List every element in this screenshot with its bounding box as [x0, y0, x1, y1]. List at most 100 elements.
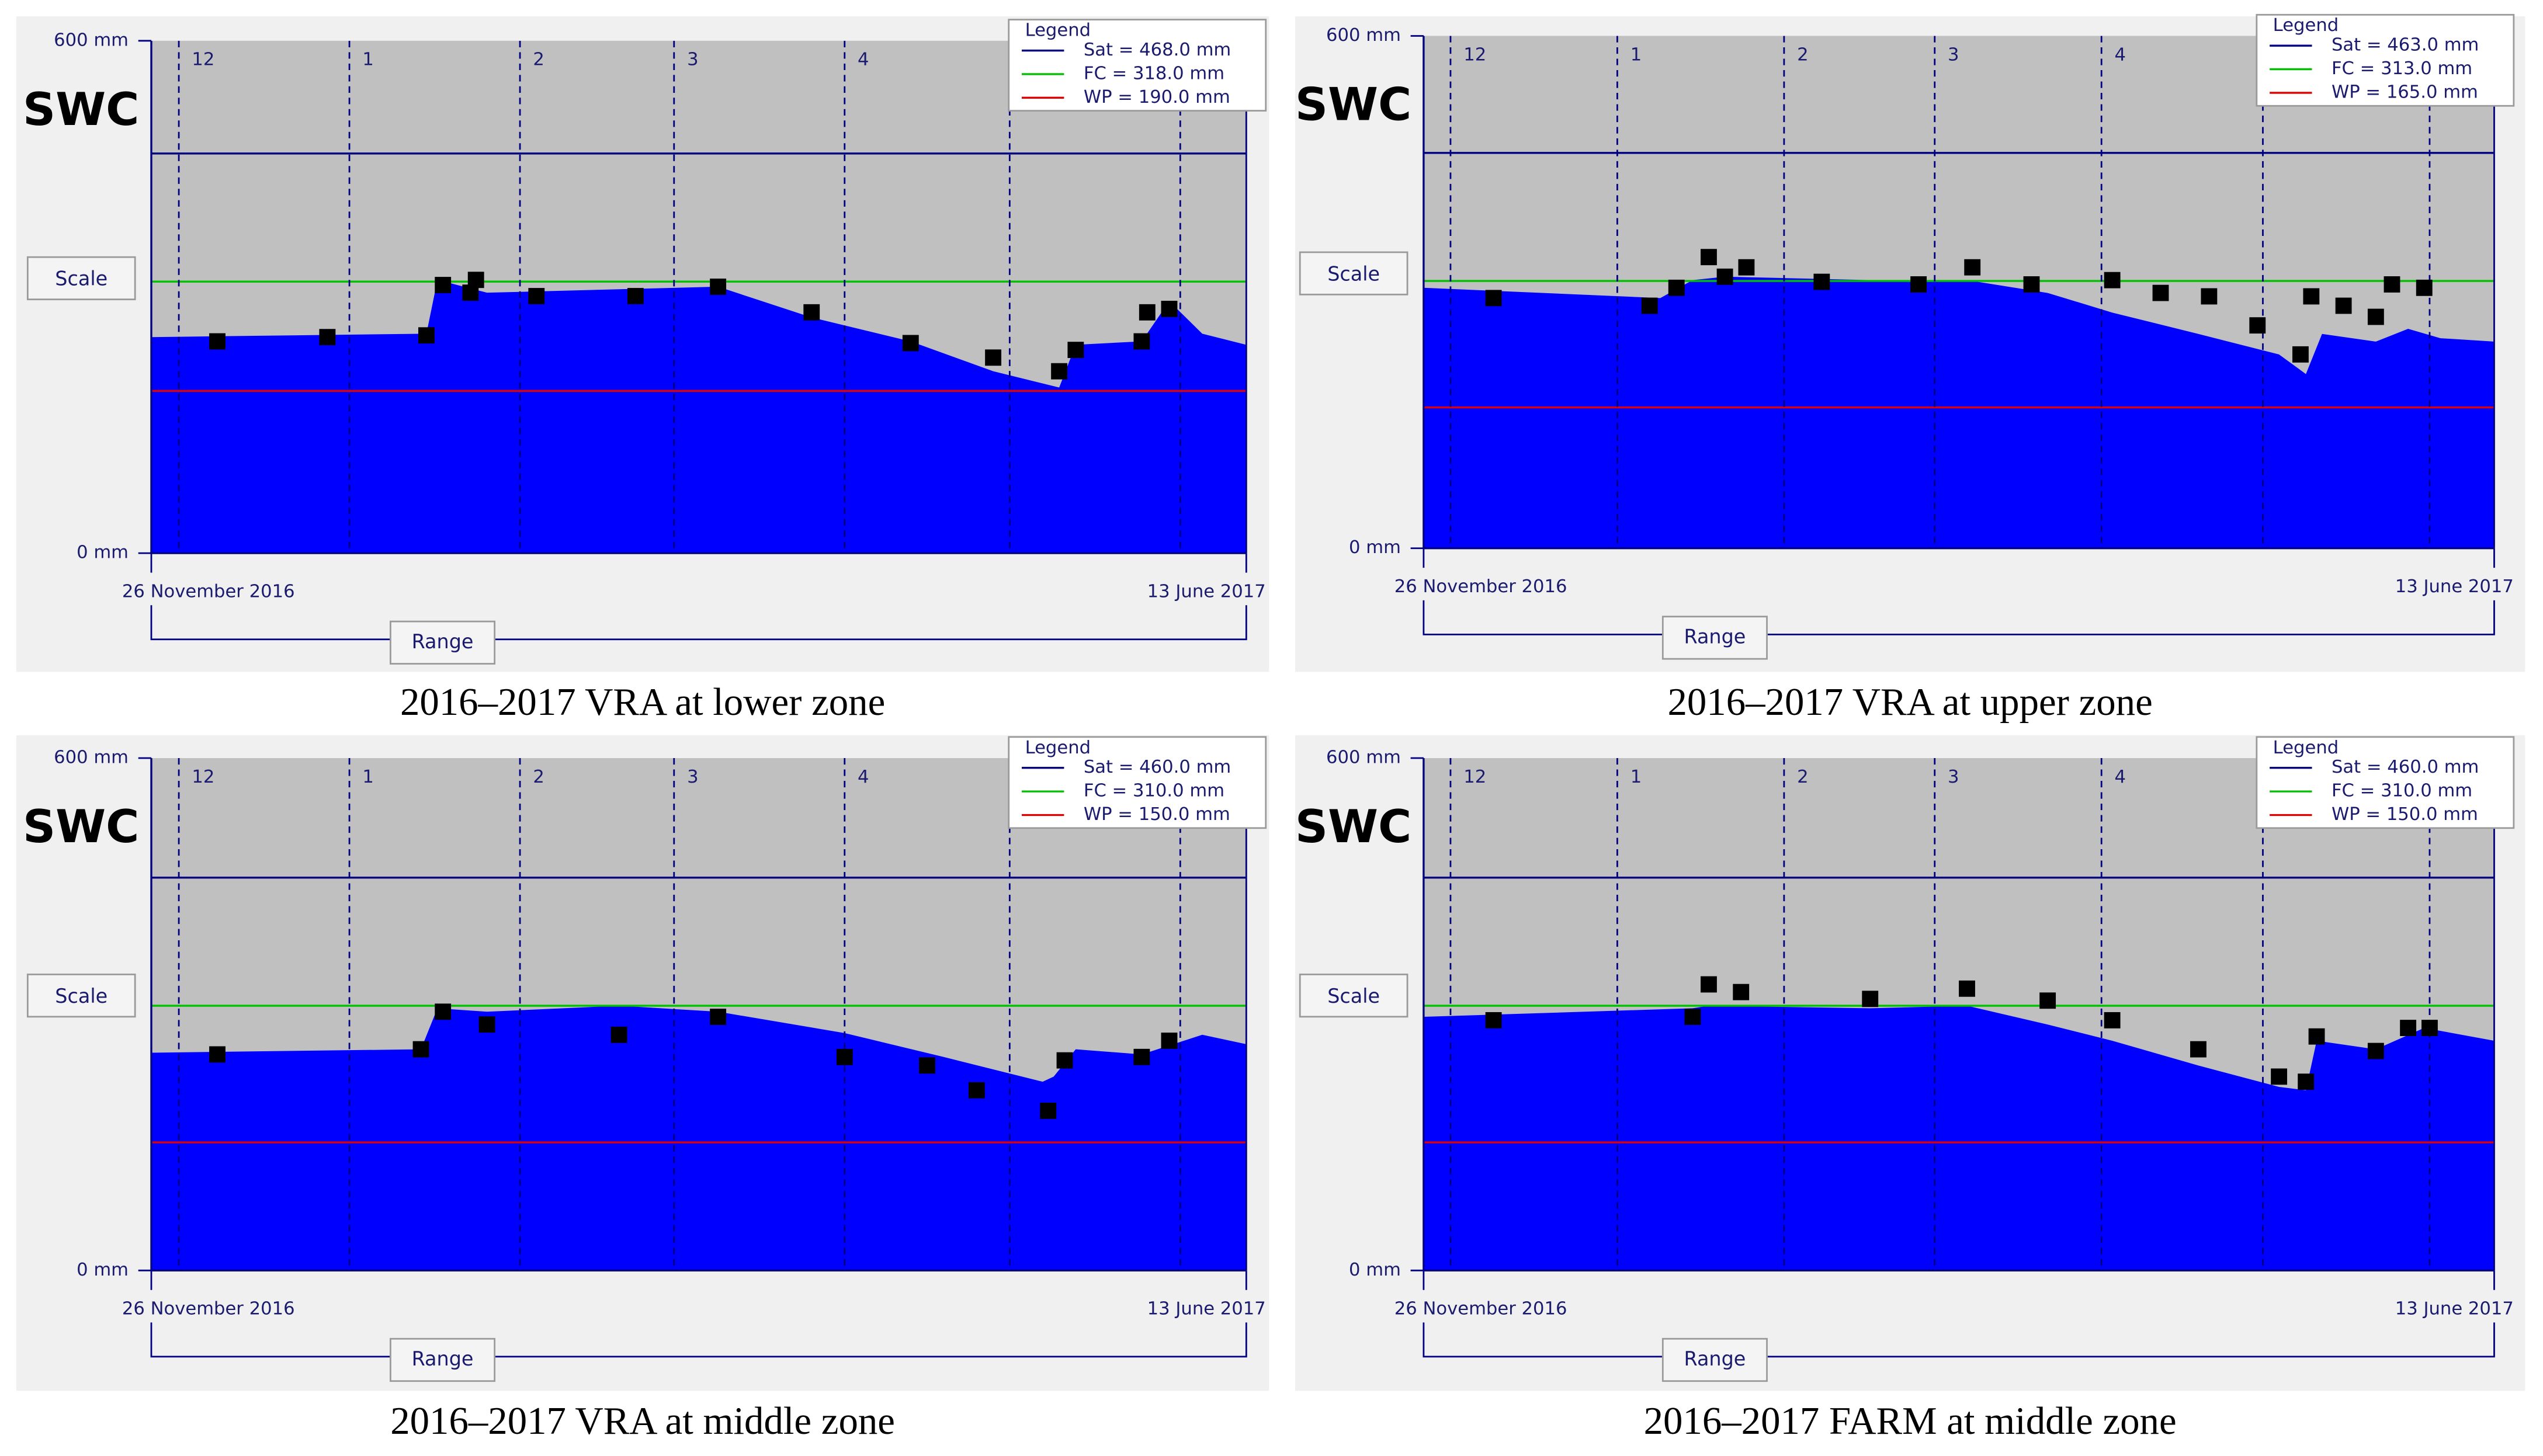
scale-button-label[interactable]: Scale	[55, 267, 107, 290]
y-tick-label: 0 mm	[77, 543, 129, 563]
reading-marker	[2271, 1068, 2288, 1085]
reading-marker	[902, 335, 919, 352]
month-label: 4	[2114, 767, 2125, 787]
reading-marker	[1485, 1012, 1502, 1028]
reading-marker	[710, 1009, 727, 1025]
month-label: 1	[1630, 44, 1642, 65]
month-label: 12	[1463, 767, 1486, 787]
reading-marker	[418, 327, 435, 344]
legend-entry: FC = 313.0 mm	[2332, 58, 2472, 79]
range-bracket	[1423, 600, 2495, 635]
range-button[interactable]	[1661, 1337, 1768, 1382]
reading-marker	[2308, 1028, 2325, 1045]
scale-button[interactable]	[1299, 974, 1408, 1018]
reading-marker	[467, 272, 484, 289]
panel-title: SWC	[1295, 78, 1411, 131]
reading-marker	[435, 1003, 452, 1020]
scale-button-label[interactable]: Scale	[1327, 985, 1380, 1007]
reading-marker	[1813, 273, 1830, 290]
panel-caption: 2016–2017 VRA at middle zone	[390, 1399, 895, 1443]
scale-button-label[interactable]: Scale	[1327, 262, 1380, 285]
reading-marker	[1684, 1009, 1701, 1025]
month-label: 3	[1948, 44, 1959, 65]
reading-marker	[1051, 363, 1068, 380]
reading-marker	[2039, 992, 2056, 1009]
range-button-label[interactable]: Range	[412, 630, 474, 653]
panel-title: SWC	[23, 801, 139, 853]
month-label: 2	[1797, 767, 1808, 787]
range-button[interactable]	[1661, 616, 1768, 660]
swc-area	[1423, 276, 2495, 548]
reading-marker	[1701, 976, 1717, 993]
reading-marker	[1161, 1033, 1178, 1049]
legend-entry: FC = 318.0 mm	[1084, 63, 1224, 84]
reading-marker	[610, 1026, 627, 1043]
reading-marker	[1964, 259, 1981, 276]
x-end-label: 13 June 2017	[2395, 576, 2514, 597]
reading-marker	[968, 1082, 985, 1099]
swc-area	[1423, 1006, 2495, 1271]
legend-box	[2256, 13, 2515, 107]
panel-title: SWC	[23, 84, 139, 136]
scale-button[interactable]	[1299, 251, 1408, 296]
month-label: 4	[858, 50, 869, 70]
reading-marker	[919, 1057, 935, 1074]
panel-caption: 2016–2017 FARM at middle zone	[1644, 1399, 2177, 1443]
range-button-label[interactable]: Range	[1684, 625, 1746, 648]
reading-marker	[1910, 276, 1927, 293]
scale-button[interactable]	[26, 256, 136, 301]
range-button-label[interactable]: Range	[412, 1347, 474, 1370]
reading-marker	[2249, 317, 2266, 334]
reading-marker	[1040, 1102, 1057, 1119]
legend-entry: WP = 190.0 mm	[1084, 87, 1230, 107]
reading-marker	[2104, 272, 2121, 289]
range-button-label[interactable]: Range	[1684, 1347, 1746, 1370]
reading-marker	[1056, 1052, 1073, 1069]
reading-marker	[1133, 1048, 1150, 1065]
range-button[interactable]	[390, 1337, 496, 1382]
legend-entry: WP = 150.0 mm	[1084, 804, 1230, 825]
month-label: 4	[858, 767, 869, 787]
legend-entry: Sat = 468.0 mm	[1084, 40, 1231, 60]
x-start-label: 26 November 2016	[122, 581, 295, 602]
range-bracket	[1423, 1322, 2495, 1358]
panel-caption: 2016–2017 VRA at upper zone	[1667, 680, 2152, 724]
reading-marker	[1668, 279, 1685, 296]
legend-box	[1008, 736, 1267, 829]
reading-marker	[2292, 346, 2309, 363]
reading-marker	[1067, 342, 1084, 359]
y-tick-label: 600 mm	[1326, 25, 1401, 46]
scale-button-label[interactable]: Scale	[55, 985, 107, 1007]
reading-marker	[2400, 1020, 2417, 1036]
reading-marker	[209, 333, 225, 350]
month-label: 3	[687, 50, 698, 70]
reading-marker	[1959, 980, 1975, 997]
legend-entry: WP = 150.0 mm	[2332, 804, 2478, 825]
range-bracket	[150, 605, 1247, 641]
range-button[interactable]	[390, 620, 496, 665]
legend-title: Legend	[1025, 738, 1091, 758]
scale-button[interactable]	[26, 974, 136, 1018]
reading-marker	[710, 278, 727, 295]
reading-marker	[2367, 308, 2384, 325]
reading-marker	[2190, 1041, 2207, 1058]
reading-marker	[1641, 297, 1658, 314]
reading-marker	[1738, 259, 1755, 276]
y-tick-label: 0 mm	[1349, 537, 1401, 558]
legend-box	[2256, 736, 2515, 829]
reading-marker	[2152, 284, 2169, 301]
legend-entry: Sat = 460.0 mm	[2332, 757, 2479, 777]
month-label: 1	[1630, 767, 1642, 787]
month-label: 1	[362, 50, 374, 70]
x-end-label: 13 June 2017	[1147, 1299, 1266, 1319]
reading-marker	[319, 329, 336, 346]
reading-marker	[1161, 301, 1178, 317]
month-label: 12	[1463, 44, 1486, 65]
month-label: 12	[192, 50, 214, 70]
swc-area	[151, 1006, 1247, 1271]
legend-entry: Sat = 463.0 mm	[2332, 35, 2479, 55]
reading-marker	[2384, 276, 2400, 293]
